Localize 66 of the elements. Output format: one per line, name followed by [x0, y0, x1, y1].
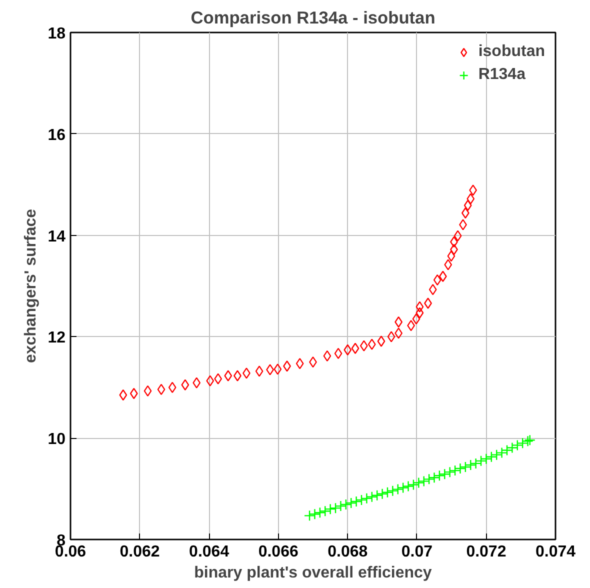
x-tick-label: 0.064 — [189, 544, 230, 560]
point — [416, 301, 424, 312]
legend-label: isobutan — [478, 43, 545, 61]
point — [412, 313, 420, 325]
y-tick-label: 10 — [48, 431, 66, 448]
y-tick-label: 16 — [48, 126, 66, 144]
point — [466, 193, 475, 204]
point — [371, 490, 383, 501]
point — [397, 482, 409, 494]
chart-title: Comparison R134a - isobutan — [190, 8, 436, 28]
point — [304, 510, 316, 522]
point — [387, 485, 398, 496]
x-tick-label: 0.066 — [258, 544, 298, 560]
point — [392, 484, 404, 495]
point — [361, 492, 372, 504]
y-tick-label: 18 — [48, 26, 66, 42]
point — [344, 344, 352, 356]
point — [351, 342, 360, 354]
point — [314, 507, 326, 518]
point — [168, 382, 176, 393]
point — [309, 508, 320, 520]
point — [464, 200, 472, 211]
point — [119, 389, 128, 401]
point — [444, 259, 452, 270]
y-tick-label: 14 — [48, 228, 66, 246]
point — [402, 480, 414, 492]
point — [334, 348, 342, 360]
point — [181, 379, 190, 390]
point — [130, 388, 138, 400]
x-tick-label: 0.062 — [120, 544, 160, 560]
point — [356, 494, 368, 506]
point — [382, 486, 394, 498]
point — [438, 270, 447, 282]
point — [433, 274, 442, 286]
point — [428, 284, 437, 296]
point — [387, 331, 396, 342]
point — [346, 497, 357, 509]
x-tick-label: 0.074 — [535, 544, 576, 560]
point — [360, 340, 368, 352]
point — [214, 373, 222, 384]
point — [144, 385, 152, 397]
x-tick-label: 0.068 — [328, 544, 368, 560]
y-axis-title: exchangers' surface — [22, 208, 40, 364]
point — [366, 491, 378, 503]
point — [461, 207, 470, 219]
point — [376, 488, 388, 500]
point — [454, 230, 462, 242]
legend-label: R134a — [478, 66, 526, 84]
point — [350, 496, 362, 508]
y-tick-label: 12 — [48, 330, 66, 347]
x-tick-label: 0.072 — [466, 544, 506, 560]
x-axis-title: binary plant's overall efficiency — [194, 564, 432, 582]
point — [447, 250, 456, 262]
point — [416, 307, 424, 318]
point — [368, 338, 376, 350]
point — [224, 370, 232, 382]
point — [340, 498, 352, 510]
point — [206, 375, 214, 386]
point — [274, 364, 282, 375]
point — [296, 358, 304, 370]
x-tick-label: 0.07 — [401, 544, 433, 560]
point — [377, 336, 386, 347]
point — [192, 377, 201, 388]
point — [157, 384, 166, 396]
point — [255, 366, 264, 377]
point — [323, 350, 332, 362]
